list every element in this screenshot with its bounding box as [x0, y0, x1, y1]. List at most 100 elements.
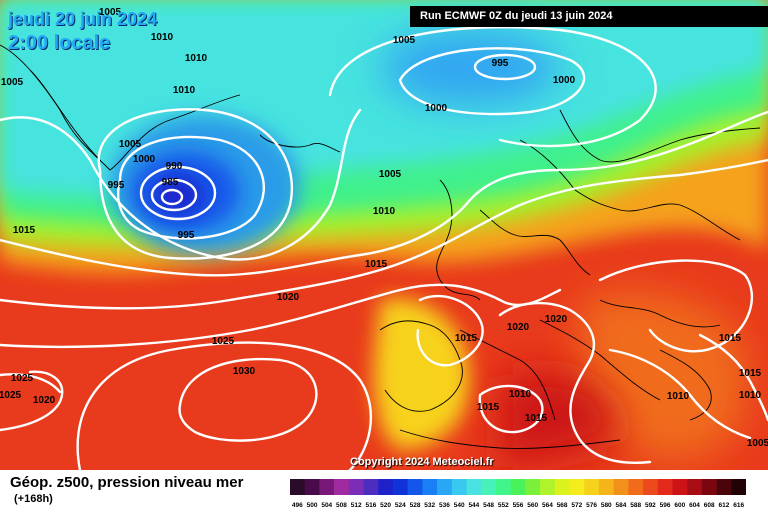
legend-value: 564	[542, 502, 553, 509]
legend-swatch	[451, 479, 467, 495]
legend-value: 528	[410, 502, 421, 509]
legend-swatch	[701, 479, 717, 495]
legend-value: 500	[307, 502, 318, 509]
legend-value: 604	[689, 502, 700, 509]
isobar-label: 1015	[13, 225, 36, 236]
legend-value: 572	[571, 502, 582, 509]
legend-value: 524	[395, 502, 406, 509]
isobar-label: 1010	[373, 206, 396, 217]
isobar-label: 1015	[365, 259, 388, 270]
legend-swatch	[731, 479, 746, 495]
legend-value: 512	[351, 502, 362, 509]
isobar-label: 1010	[185, 53, 208, 64]
isobar-label: 1010	[739, 390, 762, 401]
legend-swatch	[407, 479, 423, 495]
legend-value: 556	[513, 502, 524, 509]
isobar-label: 995	[108, 180, 125, 191]
legend-value: 540	[454, 502, 465, 509]
legend-value: 552	[498, 502, 509, 509]
legend-value: 508	[336, 502, 347, 509]
isobar-label: 1010	[151, 32, 174, 43]
legend-swatch	[348, 479, 364, 495]
isobar-label: 1020	[277, 292, 300, 303]
isobars	[0, 25, 768, 470]
isobar-label: 1000	[553, 75, 576, 86]
isobar-label: 1005	[99, 7, 122, 18]
legend-value: 548	[483, 502, 494, 509]
legend-swatch	[569, 479, 585, 495]
legend-swatch	[378, 479, 394, 495]
legend-value: 520	[380, 502, 391, 509]
forecast-time: 2:00 locale	[8, 32, 111, 54]
legend-swatch	[525, 479, 541, 495]
isobar-label: 1020	[33, 395, 56, 406]
legend-swatch	[672, 479, 688, 495]
isobar-label: 1015	[455, 333, 478, 344]
legend-swatch	[687, 479, 703, 495]
legend-swatch	[334, 479, 350, 495]
isobar-label: 985	[162, 177, 179, 188]
color-scale-legend: 496 500 504 508 512 516 520 524 528 532 536 540 544 5…	[290, 479, 746, 509]
run-banner: Run ECMWF 0Z du jeudi 13 juin 2024	[410, 6, 768, 27]
isobar-label: 1015	[719, 333, 742, 344]
isobar-label: 1010	[509, 389, 532, 400]
legend-swatch	[598, 479, 614, 495]
legend-swatch	[481, 479, 497, 495]
legend-value: 616	[733, 502, 744, 509]
legend-value: 496	[292, 502, 303, 509]
legend-value: 592	[645, 502, 656, 509]
legend-value: 612	[719, 502, 730, 509]
isobar-label: 1000	[133, 154, 156, 165]
legend-value: 504	[321, 502, 332, 509]
isobar-label: 1015	[739, 368, 762, 379]
legend-value: 596	[660, 502, 671, 509]
isobar-label: 1010	[667, 391, 690, 402]
isobar-labels: 1005 1010 1010 1010 1005 1005 995 1000 1…	[0, 7, 768, 449]
legend-swatch	[540, 479, 556, 495]
isobar-label: 1015	[525, 413, 548, 424]
legend-value: 588	[630, 502, 641, 509]
map-title: Géop. z500, pression niveau mer	[10, 474, 244, 491]
legend-value: 568	[557, 502, 568, 509]
isobar-label: 1025	[0, 390, 22, 401]
legend-swatch	[290, 479, 306, 495]
geopotential-shading	[0, 0, 768, 470]
legend-value: 544	[468, 502, 479, 509]
isobar-label: 1000	[425, 103, 448, 114]
isobar-label: 995	[492, 58, 509, 69]
forecast-map: 1005 1010 1010 1010 1005 1005 995 1000 1…	[0, 0, 768, 470]
isobar-label: 1020	[507, 322, 530, 333]
forecast-date: jeudi 20 juin 2024	[8, 9, 158, 29]
isobar-label: 1030	[233, 366, 256, 377]
isobar-label: 1005	[393, 35, 416, 46]
legend-swatch	[554, 479, 570, 495]
copyright: Copyright 2024 Meteociel.fr	[350, 456, 494, 468]
isobar-label: 1010	[173, 85, 196, 96]
legend-swatch	[716, 479, 732, 495]
legend-value: 608	[704, 502, 715, 509]
legend-value: 584	[616, 502, 627, 509]
legend-swatch	[643, 479, 659, 495]
isobar-label: 1025	[11, 373, 34, 384]
isobar-label: 1005	[119, 139, 142, 150]
legend-swatch	[510, 479, 526, 495]
legend-swatch	[319, 479, 335, 495]
legend-swatch	[363, 479, 379, 495]
isobar-label: 995	[178, 230, 195, 241]
legend-swatch	[466, 479, 482, 495]
legend-value: 536	[439, 502, 450, 509]
legend-swatch	[495, 479, 511, 495]
legend-swatch	[304, 479, 320, 495]
legend-value: 600	[674, 502, 685, 509]
isobar-label: 1005	[379, 169, 402, 180]
legend-value: 580	[601, 502, 612, 509]
legend-value: 532	[424, 502, 435, 509]
isobar-label: 990	[166, 161, 183, 172]
legend-value: 560	[527, 502, 538, 509]
isobar-label: 1015	[477, 402, 500, 413]
legend-swatch	[628, 479, 644, 495]
isobar-label: 1005	[1, 77, 24, 88]
legend-swatch	[657, 479, 673, 495]
legend-swatch	[422, 479, 438, 495]
legend-value: 516	[365, 502, 376, 509]
